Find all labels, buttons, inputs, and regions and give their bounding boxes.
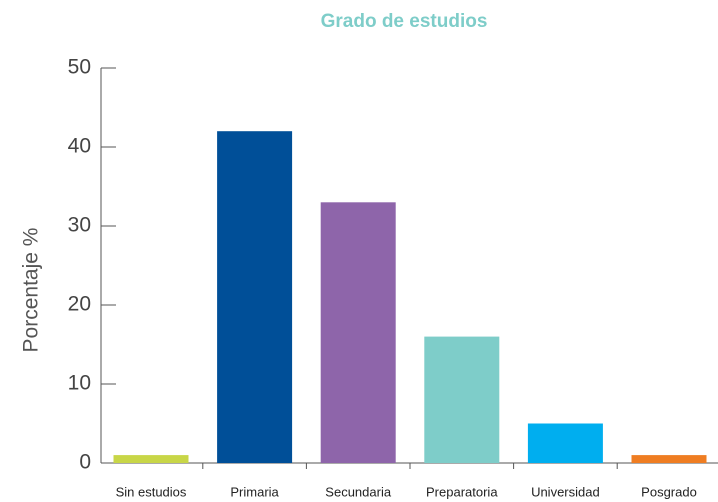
- y-tick-label: 20: [68, 293, 91, 316]
- y-tick-label: 10: [68, 372, 91, 395]
- x-tick-label: Secundaria: [325, 484, 392, 499]
- bar: [631, 455, 707, 463]
- bar: [217, 131, 293, 463]
- y-tick-label: 0: [79, 451, 91, 474]
- y-axis-label: Porcentaje %: [20, 228, 43, 353]
- bar: [424, 336, 500, 463]
- bar: [113, 455, 189, 463]
- y-tick-label: 30: [68, 214, 91, 237]
- x-tick-label: Posgrado: [641, 484, 697, 499]
- x-tick-label: Primaria: [230, 484, 279, 499]
- chart-title: Grado de estudios: [321, 11, 488, 32]
- y-tick-label: 50: [68, 56, 91, 79]
- bar: [320, 202, 396, 464]
- x-tick-label: Sin estudios: [116, 484, 187, 499]
- bar: [527, 423, 603, 463]
- x-tick-label: Universidad: [531, 484, 600, 499]
- y-tick-label: 40: [68, 135, 91, 158]
- x-tick-label: Preparatoria: [426, 484, 498, 499]
